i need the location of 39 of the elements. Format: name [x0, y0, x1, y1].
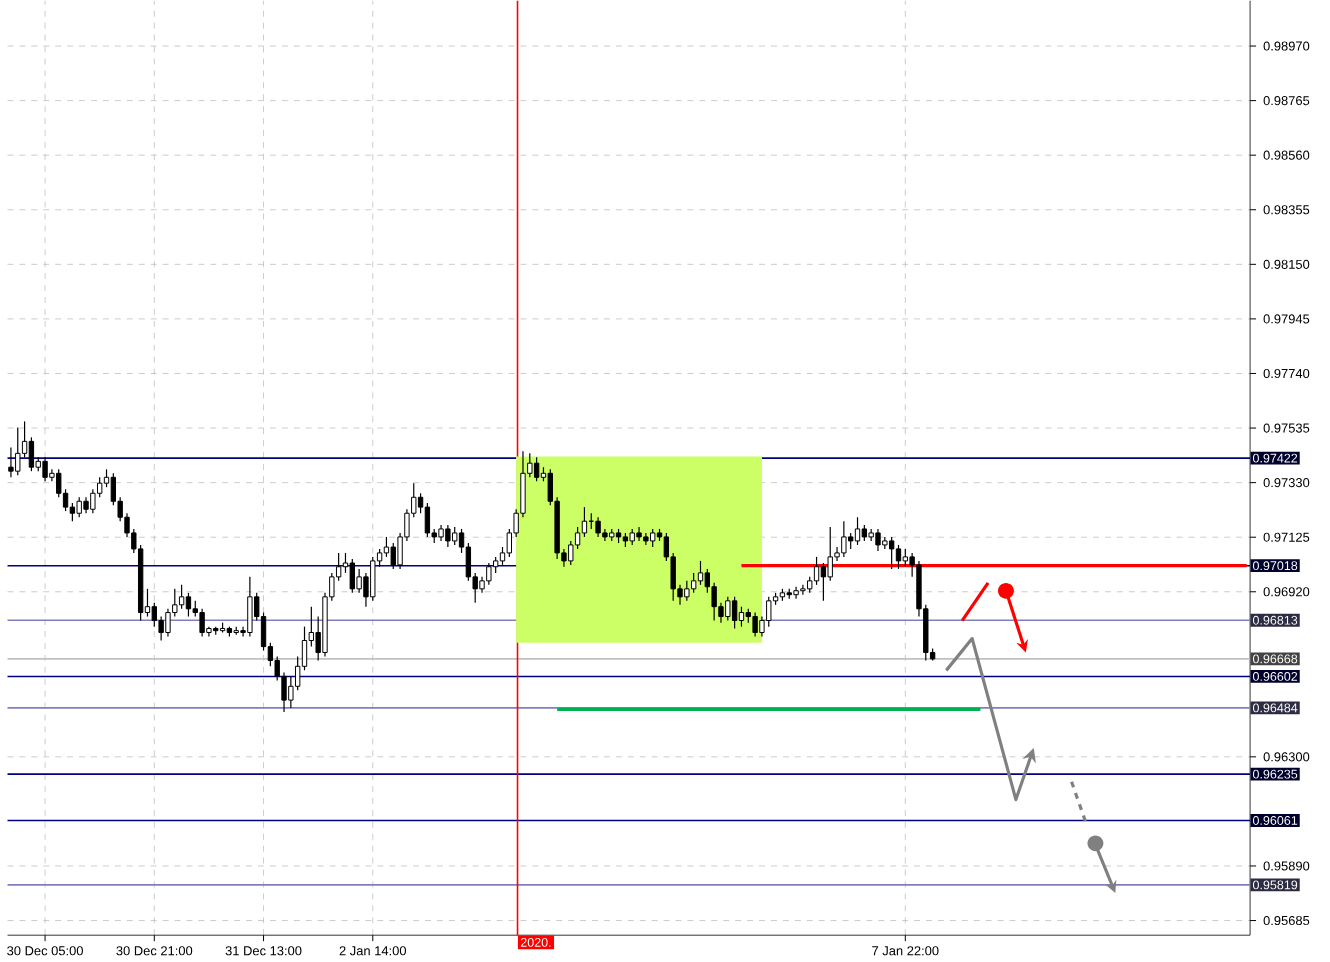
candlestick — [178, 584, 185, 610]
candlestick — [888, 536, 895, 570]
candlestick — [725, 596, 731, 622]
candlestick — [595, 516, 601, 538]
candlestick — [76, 496, 82, 518]
candlestick — [820, 562, 827, 602]
candlestick — [15, 426, 21, 476]
candlestick — [841, 520, 847, 558]
candlestick — [684, 580, 690, 602]
candlestick — [738, 606, 745, 628]
candlestick — [581, 506, 588, 538]
candlestick — [247, 576, 253, 638]
candlestick — [383, 536, 390, 558]
candlestick — [793, 586, 799, 600]
candlestick — [813, 556, 820, 586]
candlestick — [349, 558, 355, 594]
candlestick — [424, 502, 431, 538]
candlestick — [690, 572, 697, 594]
candlestick — [636, 526, 642, 542]
candlestick — [854, 516, 861, 546]
candlestick — [766, 596, 772, 628]
candlestick — [731, 596, 738, 630]
candlestick — [42, 456, 48, 482]
candlestick — [533, 456, 540, 482]
candlestick — [356, 568, 362, 594]
candlestick — [895, 544, 902, 570]
candlestick — [486, 562, 492, 586]
candlestick — [370, 556, 376, 602]
candlestick — [697, 560, 704, 586]
candlestick — [445, 524, 451, 548]
candlestick — [875, 528, 881, 552]
candlestick — [8, 446, 14, 478]
candlestick — [185, 592, 192, 618]
candlestick — [28, 436, 35, 472]
candlestick — [390, 542, 396, 570]
candlestick — [752, 611, 758, 638]
candlestick — [650, 528, 656, 548]
candlestick — [800, 584, 806, 596]
candlestick — [199, 608, 205, 638]
